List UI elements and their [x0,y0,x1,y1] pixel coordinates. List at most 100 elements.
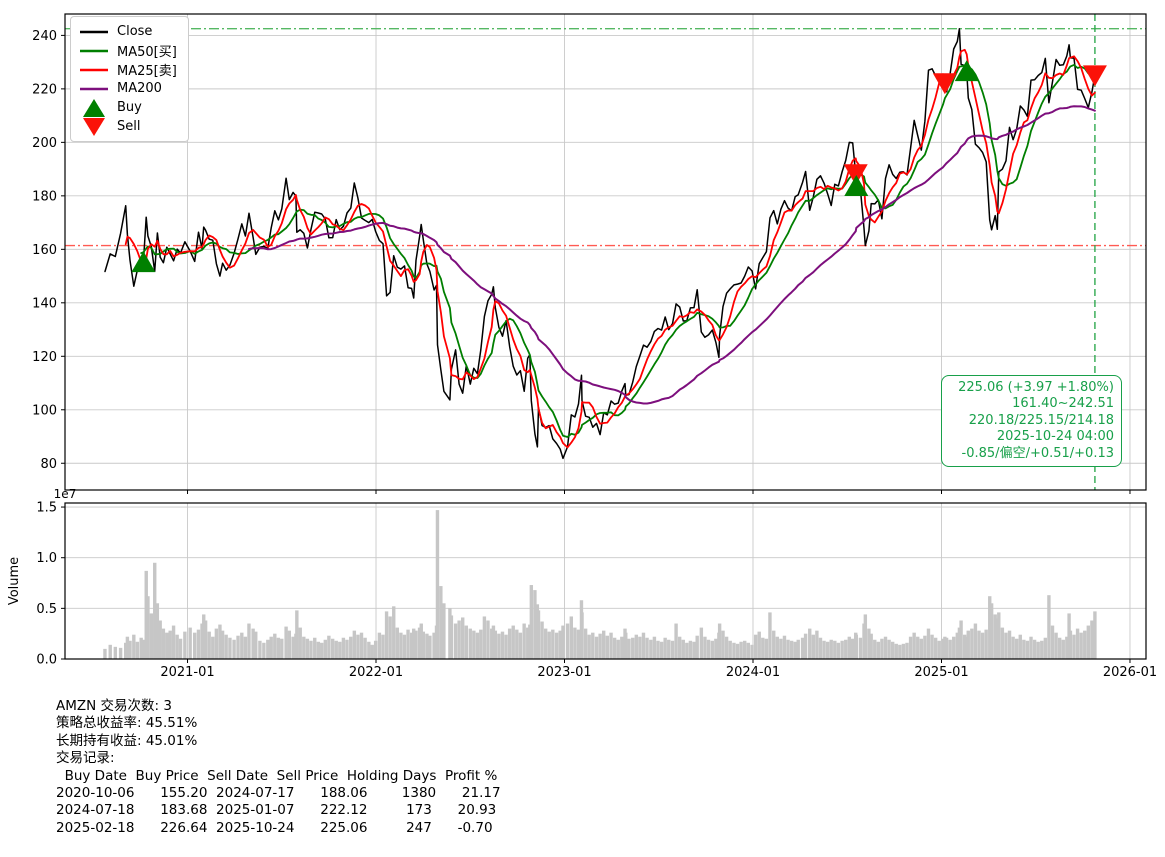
volume-bar [266,639,270,659]
legend-item-buy: Buy [79,98,177,117]
volume-bar [594,636,599,659]
volume-bar [320,642,324,659]
volume-tick-label: 0.0 [36,653,57,668]
legend-label: Close [117,24,153,39]
volume-bar [228,637,232,659]
volume-bar [624,632,628,659]
volume-bar [706,639,711,659]
volume-bar [880,638,884,659]
volume-bar [789,640,794,659]
volume-bar [243,636,248,659]
price-annotation-box: 225.06 (+3.97 +1.80%) 161.40~242.51 220.18… [941,375,1122,468]
volume-bar [428,635,432,659]
volume-bar [576,629,581,659]
volume-bar [402,634,407,659]
volume-bar [1029,636,1033,659]
volume-bar [728,640,732,659]
volume-bar [287,630,292,659]
volume-bar [944,637,949,659]
volume-bar [220,630,225,659]
volume-bar [363,637,367,659]
volume-bar [724,636,729,659]
volume-bar [341,637,346,659]
stats-line: 策略总收益率: 45.51% [56,715,198,732]
volume-bar [863,614,868,659]
volume-bar [656,640,660,659]
volume-bar [1054,632,1058,659]
price-tick-label: 80 [40,457,57,472]
volume-bar [840,640,844,659]
triangle-down-icon [83,117,105,136]
volume-bar [196,629,201,659]
volume-bar [1004,632,1008,659]
volume-bar [435,510,440,659]
price-panel-frame [64,13,1147,491]
volume-bar [302,636,306,659]
sell-marker [1082,65,1107,87]
volume-bar [118,647,123,659]
volume-bar [688,640,693,659]
volume-bar [1043,637,1048,659]
volume-bar [591,632,595,659]
volume-bar [822,640,826,659]
legend-line-swatch [80,30,108,33]
volume-bar [149,613,154,659]
volume-bar [858,637,863,659]
volume-bar [627,638,631,659]
volume-bar [952,636,956,659]
volume-bar [757,631,761,659]
volume-bar [948,639,952,659]
date-tick-label: 2025-01 [914,665,968,680]
volume-tick-label: 1.0 [36,551,57,566]
volume-bar [605,635,609,659]
volume-bar [890,641,895,659]
volume-bar [479,629,483,659]
volume-bar [663,637,667,659]
volume-bar [959,620,963,659]
volume-bar [141,639,146,659]
volume-bar [381,634,385,659]
volume-bar [1036,641,1040,659]
volume-bar [649,639,653,659]
volume-bar [894,643,898,659]
volume-bar [883,636,888,659]
volume-bar [554,632,559,659]
volume-bar [876,641,881,659]
volume-bar [602,630,606,659]
volume-bar [750,644,754,659]
legend-label: MA50[买] [117,45,177,60]
volume-bar [108,644,112,659]
volume-bar [497,633,501,659]
volume-bar [587,634,591,659]
volume-bar [916,636,920,659]
volume-bar [224,634,228,659]
volume-bar [966,630,970,659]
volume-bar [620,636,624,659]
chart-legend: Close MA50[买] MA25[卖] MA200 Buy Sell [70,16,189,142]
volume-bar [695,635,699,659]
trade-table-row: 2025-02-18 226.64 2025-10-24 225.06 247 … [56,819,493,836]
volume-bar [367,641,371,659]
volume-bar [258,640,262,659]
volume-bar [685,642,689,659]
volume-bar [926,628,931,659]
volume-bar [1068,630,1073,659]
volume-bar [803,633,808,659]
volume-bar [989,603,994,659]
legend-label: Sell [117,119,141,134]
volume-bar [533,590,537,659]
volume-bar [547,631,551,659]
volume-bar [334,640,338,659]
volume-bar [811,634,816,659]
volume-bar [409,632,414,659]
volume-bar [536,610,541,659]
volume-bar [681,639,685,659]
volume-bar [218,624,222,659]
volume-bar [580,612,584,659]
volume-bar [977,630,981,659]
volume-bar [714,638,718,659]
legend-item-ma25: MA25[卖] [79,60,177,79]
volume-bar [659,641,664,659]
volume-bar [461,617,465,659]
volume-bar [442,603,446,659]
